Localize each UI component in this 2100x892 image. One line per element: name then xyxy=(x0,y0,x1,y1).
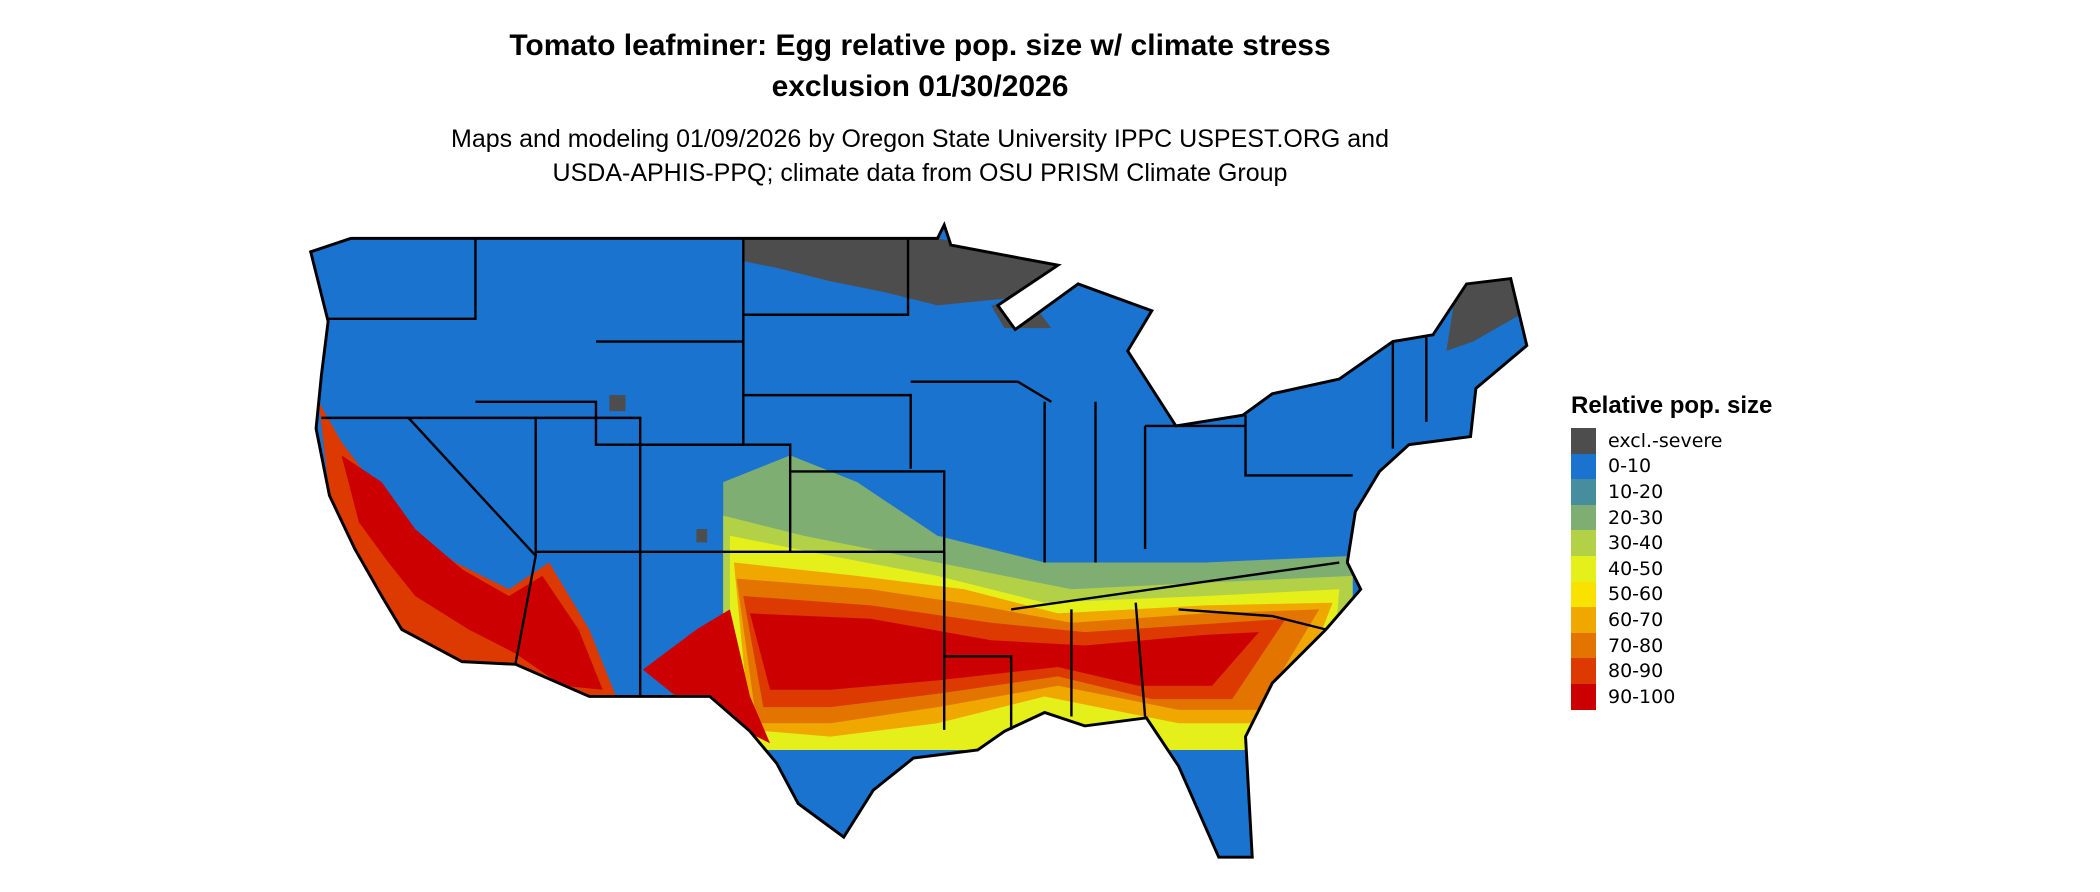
legend-item: 60-70 xyxy=(1571,607,1772,633)
region-excl-wyoming xyxy=(609,395,626,412)
legend-title: Relative pop. size xyxy=(1571,392,1773,419)
region-90-100-trans-pecos xyxy=(642,609,771,744)
legend-label: 40-50 xyxy=(1608,557,1664,580)
legend-item: 0-10 xyxy=(1571,453,1772,480)
region-excl-maine xyxy=(1446,274,1521,351)
legend-item: excl.-severe xyxy=(1571,428,1772,454)
legend-label: excl.-severe xyxy=(1608,429,1723,452)
legend-label: 50-60 xyxy=(1608,583,1664,606)
map-subtitle-line1: Maps and modeling 01/09/2026 by Oregon S… xyxy=(451,125,1389,153)
region-excl-minnesota xyxy=(743,238,1059,306)
legend-swatch xyxy=(1571,555,1596,582)
legend-item: 30-40 xyxy=(1571,530,1772,556)
legend-swatch xyxy=(1571,683,1596,710)
legend-label: 80-90 xyxy=(1608,660,1664,683)
legend-label: 70-80 xyxy=(1608,634,1664,657)
legend-swatch xyxy=(1571,581,1596,608)
map-title-line1: Tomato leafminer: Egg relative pop. size… xyxy=(509,29,1331,62)
legend-item: 40-50 xyxy=(1571,555,1772,582)
map-title-line2: exclusion 01/30/2026 xyxy=(771,70,1069,103)
region-90-100 xyxy=(750,613,1259,690)
region-excl-colorado xyxy=(696,529,708,543)
legend-swatch xyxy=(1571,607,1596,633)
legend-swatch xyxy=(1571,504,1596,531)
legend-item: 90-100 xyxy=(1571,683,1772,710)
legend-label: 20-30 xyxy=(1608,506,1664,529)
legend-item: 20-30 xyxy=(1571,504,1772,531)
legend-label: 60-70 xyxy=(1608,608,1664,631)
legend-swatch xyxy=(1571,453,1596,480)
map-subtitle-line2: USDA-APHIS-PPQ; climate data from OSU PR… xyxy=(552,159,1288,187)
legend-swatch xyxy=(1571,428,1596,454)
legend: Relative pop. size excl.-severe 0-10 10-20… xyxy=(1571,392,1772,710)
legend-label: 0-10 xyxy=(1608,455,1652,478)
legend-swatch xyxy=(1571,658,1596,684)
legend-swatch xyxy=(1571,632,1596,659)
state-borders xyxy=(321,238,1428,730)
legend-item: 50-60 xyxy=(1571,581,1772,608)
legend-item: 70-80 xyxy=(1571,632,1772,659)
legend-label: 30-40 xyxy=(1608,532,1664,555)
region-90-100-southwest xyxy=(341,455,603,690)
legend-item: 10-20 xyxy=(1571,479,1772,505)
legend-label: 90-100 xyxy=(1608,685,1676,708)
legend-item: 80-90 xyxy=(1571,658,1772,684)
legend-swatch xyxy=(1571,479,1596,505)
legend-swatch xyxy=(1571,530,1596,556)
legend-label: 10-20 xyxy=(1608,480,1664,503)
